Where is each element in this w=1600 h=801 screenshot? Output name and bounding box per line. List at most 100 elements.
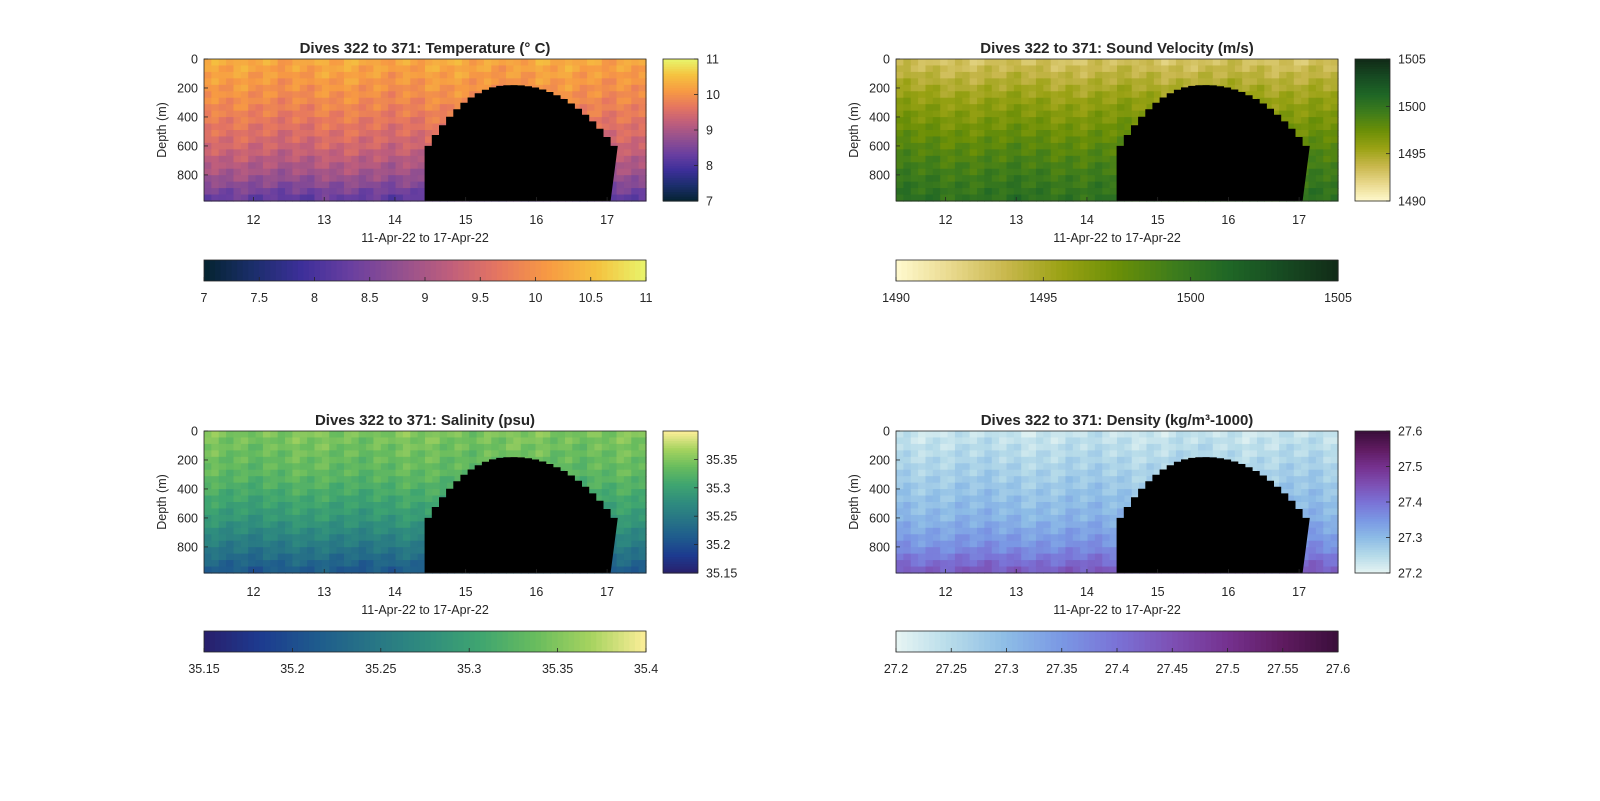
heatmap-cell xyxy=(358,181,367,189)
heatmap-cell xyxy=(336,521,345,529)
heatmap-cell xyxy=(1072,97,1081,105)
heatmap-cell xyxy=(285,65,293,73)
colorbar-tick-label: 11 xyxy=(706,53,719,67)
heatmap-cell xyxy=(984,469,993,477)
heatmap-cell xyxy=(1308,123,1317,131)
heatmap-cell xyxy=(623,110,632,118)
colorbar-swatch xyxy=(663,113,698,117)
heatmap-cell xyxy=(233,78,242,86)
heatmap-cell xyxy=(623,450,632,458)
heatmap-cell xyxy=(248,431,257,439)
heatmap-cell xyxy=(1139,104,1148,112)
heatmap-cell xyxy=(1161,84,1170,92)
heatmap-cell xyxy=(395,104,404,112)
heatmap-cell xyxy=(579,482,588,490)
x-tick-label: 12 xyxy=(247,213,261,227)
heatmap-cell xyxy=(314,456,323,464)
heatmap-cell xyxy=(373,463,382,471)
heatmap-cell xyxy=(1315,59,1324,67)
heatmap-cell xyxy=(962,117,971,125)
heatmap-cell xyxy=(373,97,382,105)
heatmap-cell xyxy=(557,443,566,451)
heatmap-cell xyxy=(336,110,345,118)
heatmap-cell xyxy=(623,71,632,79)
heatmap-cell xyxy=(343,65,352,73)
heatmap-cell xyxy=(969,71,978,79)
heatmap-cell xyxy=(454,59,463,67)
heatmap-cell xyxy=(1050,155,1059,163)
heatmap-cell xyxy=(373,437,382,445)
heatmap-cell xyxy=(204,194,212,202)
heatmap-cell xyxy=(984,65,993,73)
heatmap-cell xyxy=(947,188,956,196)
heatmap-cell xyxy=(240,431,249,439)
heatmap-cell xyxy=(940,527,949,535)
heatmap-cell xyxy=(432,469,441,477)
heatmap-cell xyxy=(1013,155,1022,163)
heatmap-cell xyxy=(1161,91,1170,99)
heatmap-cell xyxy=(277,502,286,510)
heatmap-cell xyxy=(918,534,927,542)
heatmap-cell xyxy=(1006,91,1015,99)
heatmap-cell xyxy=(1043,181,1052,189)
heatmap-cell xyxy=(1102,130,1111,138)
heatmap-cell xyxy=(631,110,640,118)
heatmap-cell xyxy=(366,142,375,150)
heatmap-cell xyxy=(410,560,419,568)
heatmap-cell xyxy=(918,456,927,464)
heatmap-cell xyxy=(1028,547,1037,555)
heatmap-cell xyxy=(1028,521,1037,529)
heatmap-cell xyxy=(321,450,330,458)
heatmap-cell xyxy=(1308,110,1317,118)
heatmap-cell xyxy=(1286,59,1295,67)
heatmap-cell xyxy=(616,110,625,118)
heatmap-cell xyxy=(623,78,632,86)
heatmap-cell xyxy=(1271,65,1280,73)
heatmap-cell xyxy=(1168,65,1177,73)
heatmap-cell xyxy=(417,553,426,561)
colorbar-swatch xyxy=(896,260,903,281)
heatmap-cell xyxy=(255,495,264,503)
heatmap-cell xyxy=(925,136,934,144)
colorbar-swatch xyxy=(1194,260,1201,281)
heatmap-cell xyxy=(587,117,596,125)
heatmap-cell xyxy=(358,188,367,196)
heatmap-cell xyxy=(373,130,382,138)
heatmap-cell xyxy=(292,149,301,157)
heatmap-cell xyxy=(1308,136,1317,144)
heatmap-cell xyxy=(579,469,588,477)
heatmap-cell xyxy=(1315,84,1324,92)
heatmap-cell xyxy=(329,84,338,92)
heatmap-cell xyxy=(336,188,345,196)
heatmap-cell xyxy=(1006,175,1015,183)
heatmap-cell xyxy=(984,489,993,497)
heatmap-cell xyxy=(292,560,301,568)
heatmap-cell xyxy=(623,553,632,561)
heatmap-cell xyxy=(255,521,264,529)
heatmap-cell xyxy=(940,514,949,522)
heatmap-cell xyxy=(940,84,949,92)
heatmap-cell xyxy=(226,110,235,118)
heatmap-cell xyxy=(270,514,279,522)
heatmap-cell xyxy=(594,469,603,477)
heatmap-cell xyxy=(1028,78,1037,86)
heatmap-cell xyxy=(910,476,919,484)
heatmap-cell xyxy=(977,59,985,67)
heatmap-cell xyxy=(1013,91,1022,99)
heatmap-cell xyxy=(366,71,375,79)
heatmap-cell xyxy=(255,97,264,105)
heatmap-cell xyxy=(454,456,463,464)
heatmap-cell xyxy=(1102,149,1111,157)
heatmap-cell xyxy=(417,110,426,118)
colorbar-swatch xyxy=(1355,189,1390,193)
heatmap-cell xyxy=(594,482,603,490)
heatmap-cell xyxy=(1094,71,1103,79)
heatmap-cell xyxy=(925,514,934,522)
heatmap-cell xyxy=(343,78,352,86)
heatmap-cell xyxy=(550,71,559,79)
heatmap-cell xyxy=(601,59,610,67)
heatmap-cell xyxy=(1109,71,1118,79)
colorbar-tick-label: 7.5 xyxy=(251,291,268,305)
heatmap-cell xyxy=(226,149,235,157)
heatmap-cell xyxy=(638,142,647,150)
